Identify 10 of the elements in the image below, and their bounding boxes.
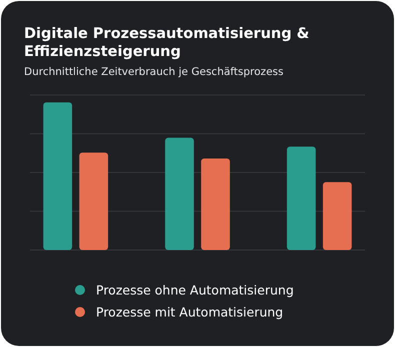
bar (165, 138, 194, 250)
legend-label: Prozesse ohne Automatisierung (96, 282, 294, 298)
bar (43, 102, 72, 250)
bar (201, 158, 230, 250)
legend-label: Prozesse mit Automatisierung (96, 304, 284, 320)
bar (322, 182, 352, 250)
bar (286, 146, 316, 250)
bar (79, 152, 108, 250)
chart-subtitle: Durchnittliche Zeitverbrauch je Geschäftsprozess (24, 66, 284, 78)
chart-title: Digitale Prozessautomatisierung & Effizienzsteigerung (24, 26, 310, 60)
